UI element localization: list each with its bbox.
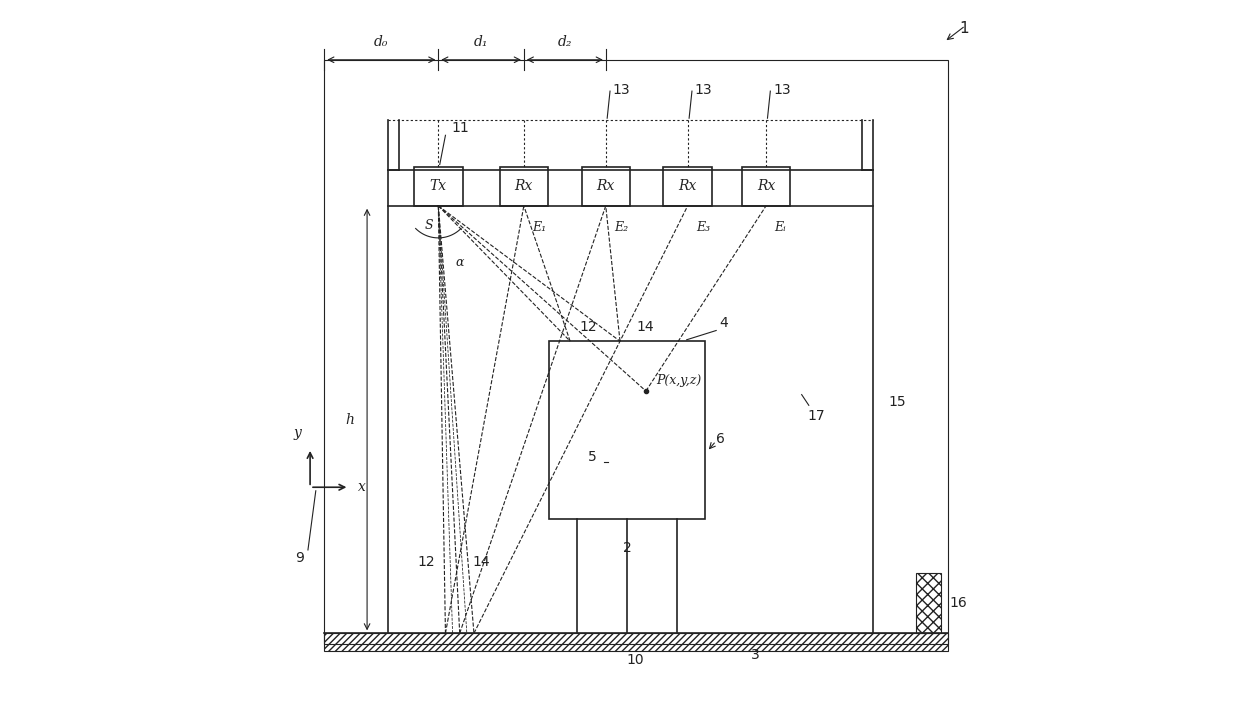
Text: P(x,y,z): P(x,y,z): [657, 374, 702, 387]
Text: Eᵢ: Eᵢ: [775, 221, 786, 235]
Text: Rx: Rx: [678, 180, 697, 193]
Text: 14: 14: [472, 555, 490, 569]
Text: E₂: E₂: [614, 221, 629, 235]
Text: 15: 15: [889, 395, 906, 409]
Text: 6: 6: [717, 432, 725, 446]
Text: d₀: d₀: [374, 35, 388, 49]
Text: 3: 3: [751, 648, 760, 661]
Bar: [414, 167, 463, 206]
Text: Tx: Tx: [430, 180, 446, 193]
Text: 1: 1: [960, 21, 970, 36]
Text: 13: 13: [774, 83, 791, 97]
Text: d₂: d₂: [558, 35, 572, 49]
Text: 14: 14: [636, 320, 653, 334]
Text: E₃: E₃: [696, 221, 711, 235]
Text: α: α: [455, 256, 464, 269]
Text: E₁: E₁: [532, 221, 547, 235]
Bar: [325, 60, 947, 644]
Text: y: y: [294, 426, 301, 439]
Text: d₁: d₁: [474, 35, 489, 49]
Bar: [500, 167, 548, 206]
Text: Rx: Rx: [515, 180, 533, 193]
Text: 12: 12: [579, 320, 596, 334]
Bar: [663, 167, 712, 206]
Text: 12: 12: [418, 555, 435, 569]
Text: S: S: [425, 219, 433, 232]
Text: 2: 2: [622, 541, 631, 555]
Text: 5: 5: [588, 450, 596, 464]
Bar: [325, 633, 947, 651]
Bar: [915, 573, 941, 633]
Text: Rx: Rx: [596, 180, 615, 193]
Text: 4: 4: [719, 317, 728, 330]
Bar: [742, 167, 790, 206]
Text: 17: 17: [807, 409, 825, 423]
Text: 10: 10: [626, 653, 644, 667]
Bar: [582, 167, 630, 206]
Text: 16: 16: [949, 596, 967, 610]
Text: Rx: Rx: [756, 180, 775, 193]
Text: 11: 11: [451, 121, 469, 134]
Text: 9: 9: [295, 551, 304, 566]
Text: x: x: [358, 480, 366, 494]
Text: 13: 13: [694, 83, 713, 97]
Bar: [549, 341, 706, 519]
Text: h: h: [345, 413, 353, 426]
Text: 13: 13: [613, 83, 630, 97]
